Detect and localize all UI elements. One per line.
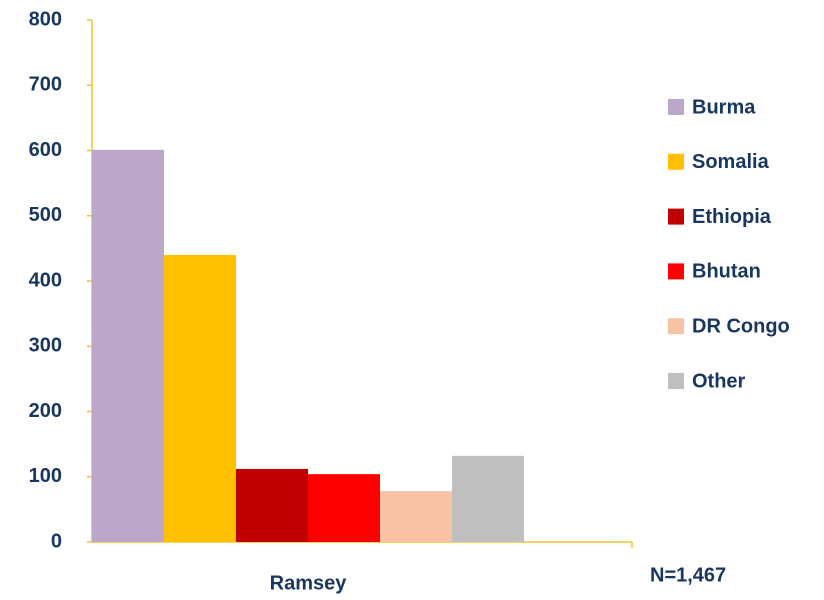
bar [308, 474, 380, 542]
legend-swatch [668, 318, 684, 335]
y-tick-label: 0 [51, 530, 62, 552]
annotation: N=1,467 [650, 564, 726, 586]
bar [164, 254, 236, 542]
legend-label: DR Congo [692, 315, 790, 337]
legend-swatch [668, 373, 684, 389]
bar [380, 491, 452, 542]
legend-label: Bhutan [692, 261, 761, 283]
legend-label: Burma [692, 96, 756, 118]
legend-label: Other [692, 370, 746, 392]
bar [92, 149, 164, 542]
x-tick-label: Ramsey [270, 572, 348, 594]
y-tick-label: 800 [29, 8, 62, 30]
y-tick-label: 100 [29, 465, 62, 487]
legend-swatch [668, 99, 684, 115]
y-tick-label: 300 [29, 335, 62, 357]
legend-label: Ethiopia [692, 206, 772, 228]
legend-swatch [668, 208, 684, 225]
bar [236, 468, 308, 542]
bar [452, 455, 524, 542]
legend-swatch [668, 153, 684, 170]
y-tick-label: 200 [29, 400, 62, 422]
y-tick-label: 500 [29, 204, 62, 226]
y-tick-label: 600 [29, 139, 62, 161]
legend-swatch [668, 263, 684, 280]
legend-label: Somalia [692, 151, 770, 173]
y-tick-label: 400 [29, 269, 62, 291]
y-tick-label: 700 [29, 74, 62, 96]
